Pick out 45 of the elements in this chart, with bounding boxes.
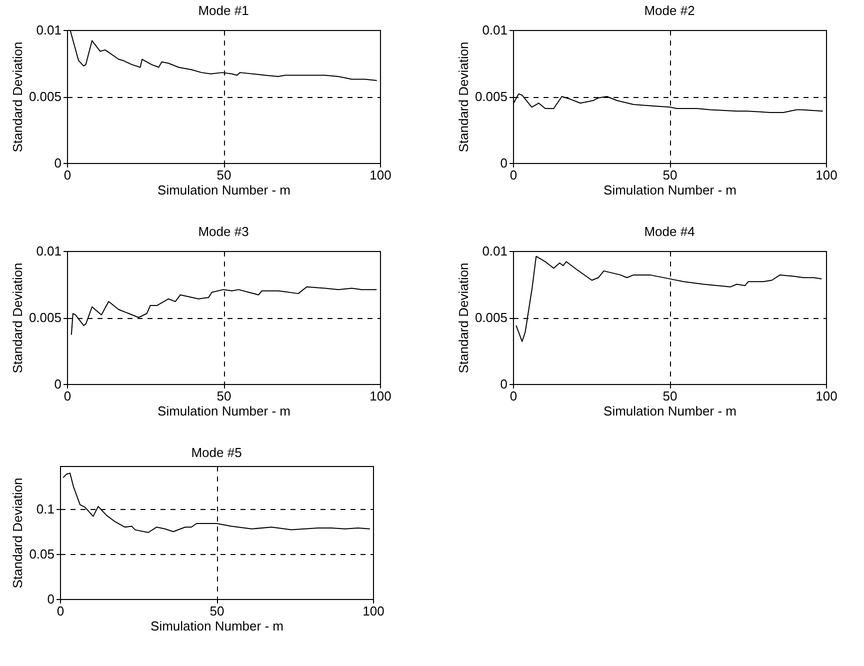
y-tick-label: 0 (54, 376, 62, 392)
x-axis-title: Simulation Number - m (150, 618, 284, 634)
x-axis-title: Simulation Number - m (158, 404, 290, 418)
y-axis-title: Standard Deviation (456, 262, 471, 374)
x-tick-label: 100 (816, 168, 838, 182)
x-tick-label: 50 (216, 388, 232, 404)
x-tick-label: 50 (210, 604, 224, 618)
x-axis-title: Simulation Number - m (604, 404, 736, 418)
chart-title: Mode #4 (644, 224, 695, 239)
y-tick-label: 0.005 (28, 310, 62, 325)
x-tick-label: 100 (816, 388, 838, 404)
chart-title: Mode #5 (191, 445, 242, 460)
y-tick-label: 0.05 (29, 546, 54, 562)
y-tick-label: 0.01 (36, 244, 62, 258)
y-axis-title: Standard Deviation (10, 262, 25, 374)
y-tick-label: 0.01 (482, 244, 508, 258)
x-tick-label: 100 (362, 604, 384, 618)
x-tick-label: 0 (510, 388, 518, 404)
x-axis-title: Simulation Number - m (158, 182, 290, 198)
y-tick-label: 0.005 (474, 89, 508, 104)
y-tick-label: 0.1 (36, 502, 54, 517)
x-axis-title: Simulation Number - m (604, 182, 736, 198)
y-axis-title: Standard Deviation (10, 42, 25, 152)
x-tick-label: 50 (662, 388, 678, 404)
y-tick-label: 0.005 (28, 89, 62, 104)
x-tick-label: 100 (370, 388, 392, 404)
x-tick-label: 0 (510, 168, 518, 182)
chart-title: Mode #1 (198, 3, 249, 18)
y-tick-label: 0.005 (474, 310, 508, 325)
y-tick-label: 0.01 (482, 22, 508, 38)
x-tick-label: 100 (370, 168, 392, 182)
y-tick-label: 0 (47, 592, 54, 606)
y-axis-title: Standard Deviation (10, 478, 26, 588)
y-tick-label: 0 (54, 156, 62, 170)
y-tick-label: 0 (500, 156, 508, 170)
x-tick-label: 0 (64, 388, 72, 404)
chart-title: Mode #3 (198, 224, 249, 239)
y-tick-label: 0.01 (36, 22, 62, 38)
chart-title: Mode #2 (644, 3, 695, 18)
line-series (516, 256, 822, 342)
y-axis-title: Standard Deviation (456, 42, 471, 152)
x-tick-label: 50 (662, 168, 678, 182)
x-tick-label: 0 (64, 168, 72, 182)
y-tick-label: 0 (500, 376, 508, 392)
x-tick-label: 50 (216, 168, 232, 182)
